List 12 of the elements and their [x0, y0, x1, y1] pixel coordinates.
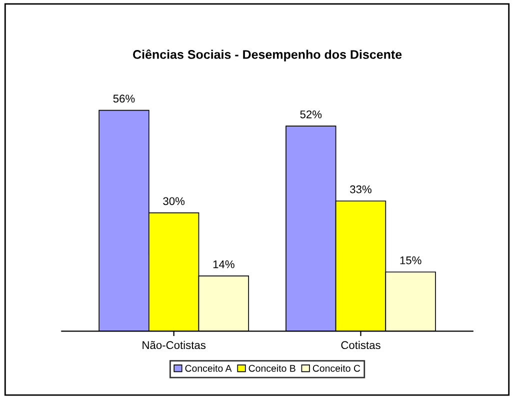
data-label: 56% — [113, 94, 135, 103]
data-label: 33% — [350, 185, 372, 194]
data-label: 52% — [300, 110, 322, 118]
legend-label: Conceito B — [248, 364, 296, 372]
x-tick-label: Não-Cotistas — [142, 340, 206, 350]
data-label: 14% — [213, 260, 234, 268]
legend-label: Conceito C — [312, 364, 360, 372]
chart-title: Ciências Sociais - Desempenho dos Discente — [133, 49, 402, 62]
x-tick-label: Cotistas — [341, 340, 380, 350]
data-label: 30% — [163, 197, 185, 206]
data-label: 15% — [400, 256, 422, 264]
legend-label: Conceito A — [185, 364, 232, 372]
